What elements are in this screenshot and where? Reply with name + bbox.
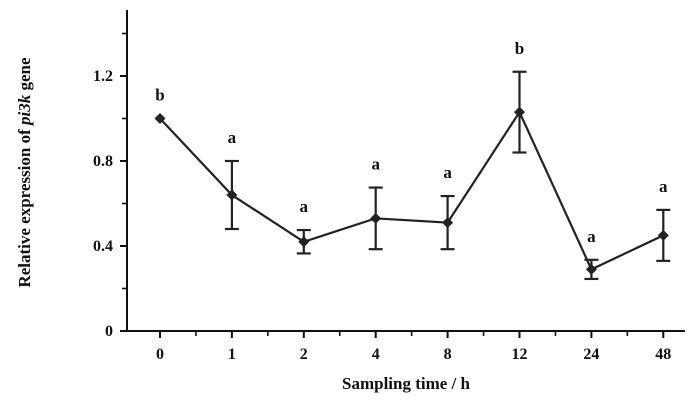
data-point	[298, 236, 310, 248]
y-tick-label: 1.2	[93, 68, 113, 85]
significance-label: a	[300, 197, 309, 216]
x-tick-label: 24	[583, 346, 599, 363]
y-axis-title-suffix: gene	[15, 57, 34, 95]
x-tick-label: 1	[228, 346, 236, 363]
significance-label: b	[155, 86, 164, 105]
y-ticks: 0 0.4 0.8 1.2	[93, 32, 127, 340]
x-tick-label: 8	[444, 346, 452, 363]
data-point	[442, 217, 454, 229]
x-tick-label: 48	[655, 346, 671, 363]
data-point	[370, 212, 382, 224]
y-axis-title-prefix: Relative expression of	[15, 125, 34, 288]
y-tick-label: 0	[105, 323, 113, 340]
significance-label: a	[659, 177, 668, 196]
x-tick-label: 0	[156, 346, 164, 363]
series-group: b a a a a b a a	[154, 39, 671, 281]
data-point	[585, 263, 597, 275]
x-axis-title: Sampling time / h	[342, 374, 471, 393]
significance-label: a	[228, 128, 237, 147]
y-axis-title-gene: pi3k	[15, 94, 34, 127]
y-tick-label: 0.4	[93, 238, 113, 255]
significance-label: b	[515, 39, 524, 58]
x-tick-label: 2	[300, 346, 308, 363]
data-point	[514, 106, 525, 118]
significance-label: a	[443, 163, 452, 182]
significance-label: a	[371, 155, 380, 174]
x-tick-label: 4	[372, 346, 380, 363]
y-tick-label: 0.8	[93, 153, 113, 170]
data-point	[657, 229, 669, 241]
data-point	[226, 189, 238, 201]
data-point	[154, 113, 166, 124]
y-axis-title: Relative expression of pi3k gene	[15, 57, 34, 288]
x-tick-label: 12	[512, 346, 528, 363]
axes	[126, 10, 685, 332]
significance-label: a	[587, 227, 596, 246]
x-ticks: 0 1 2 4 8 12 24 48	[156, 331, 671, 363]
series-line	[159, 109, 664, 271]
